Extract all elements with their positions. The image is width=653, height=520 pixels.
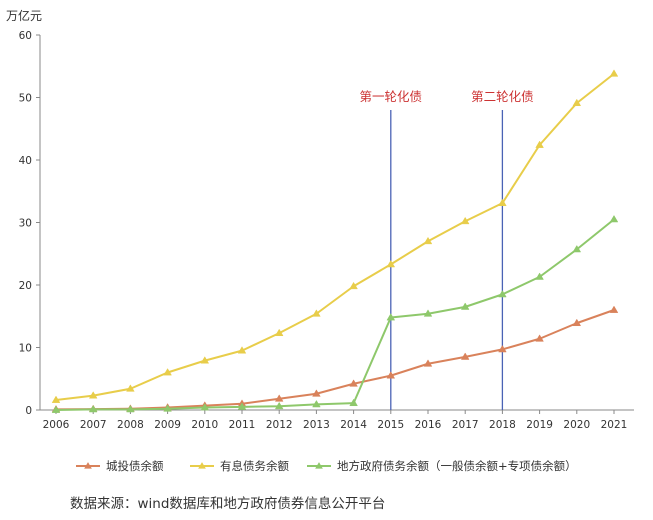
y-tick-label: 60 bbox=[19, 30, 32, 42]
x-tick-label: 2021 bbox=[601, 419, 628, 431]
data-point bbox=[609, 305, 619, 313]
data-point bbox=[349, 398, 358, 407]
data-point bbox=[423, 236, 433, 245]
legend-swatch-marker bbox=[198, 462, 206, 469]
data-point bbox=[349, 379, 358, 387]
legend-swatch-marker bbox=[315, 462, 323, 469]
x-tick-label: 2010 bbox=[191, 419, 218, 431]
y-tick-label: 30 bbox=[19, 218, 32, 230]
data-point bbox=[88, 391, 98, 399]
data-point bbox=[51, 405, 61, 413]
annotation-label: 第一轮化债 bbox=[360, 89, 423, 104]
x-tick-label: 2018 bbox=[489, 419, 516, 431]
data-point bbox=[386, 313, 396, 321]
data-point bbox=[237, 346, 247, 354]
x-tick-label: 2007 bbox=[80, 419, 107, 431]
source-note: 数据来源：wind数据库和地方政府债券信息公开平台 bbox=[70, 496, 386, 512]
axes: 万亿元 0 10 20 30 40 50 60 2006 2007 2008 2009 2010 2011… bbox=[6, 8, 634, 431]
y-tick-label: 50 bbox=[19, 93, 32, 105]
y-tick-label: 0 bbox=[25, 405, 32, 417]
y-tick-label: 10 bbox=[19, 343, 32, 355]
data-point bbox=[498, 344, 507, 353]
data-point bbox=[126, 404, 135, 413]
data-point bbox=[535, 140, 544, 148]
data-point bbox=[312, 389, 321, 397]
data-point bbox=[88, 404, 98, 413]
data-point bbox=[200, 356, 210, 364]
data-point bbox=[312, 399, 321, 408]
y-tick-label: 20 bbox=[19, 280, 32, 292]
data-point bbox=[572, 244, 582, 253]
data-point bbox=[498, 289, 507, 298]
series-line-2 bbox=[55, 72, 615, 401]
data-point bbox=[51, 395, 61, 403]
annotations: 第一轮化债 第二轮化债 bbox=[360, 89, 534, 410]
data-point bbox=[386, 371, 396, 379]
data-point bbox=[274, 394, 284, 402]
legend-label: 城投债余额 bbox=[106, 459, 164, 473]
data-point bbox=[609, 214, 619, 223]
x-tick-label: 2014 bbox=[340, 419, 367, 431]
data-point bbox=[274, 328, 284, 337]
series-lines bbox=[51, 69, 619, 413]
data-point bbox=[423, 359, 433, 367]
data-point bbox=[274, 401, 284, 410]
x-tick-label: 2008 bbox=[117, 419, 144, 431]
data-point bbox=[460, 216, 470, 225]
x-tick-label: 2019 bbox=[526, 419, 553, 431]
x-tick-label: 2020 bbox=[563, 419, 590, 431]
data-point bbox=[535, 334, 544, 342]
x-tick-label: 2017 bbox=[452, 419, 479, 431]
legend: 城投债余额 有息债务余额 地方政府债务余额（一般债余额+专项债余额） bbox=[76, 459, 577, 473]
data-point bbox=[572, 98, 582, 107]
data-point bbox=[535, 272, 544, 280]
x-tick-label: 2012 bbox=[266, 419, 293, 431]
data-point bbox=[163, 404, 172, 412]
x-tick-label: 2016 bbox=[415, 419, 442, 431]
x-tick-label: 2011 bbox=[229, 419, 256, 431]
series-line-3 bbox=[55, 218, 615, 411]
data-point bbox=[349, 281, 358, 290]
data-point bbox=[460, 352, 470, 360]
y-tick-label: 40 bbox=[19, 155, 32, 167]
data-point bbox=[163, 368, 172, 376]
data-point bbox=[423, 309, 433, 317]
y-axis-unit-label: 万亿元 bbox=[6, 8, 42, 23]
x-tick-label: 2015 bbox=[377, 419, 404, 431]
data-point bbox=[498, 198, 507, 207]
x-tick-label: 2009 bbox=[154, 419, 181, 431]
legend-label: 有息债务余额 bbox=[220, 459, 289, 473]
legend-swatch-marker bbox=[84, 462, 92, 469]
series-line-1 bbox=[55, 309, 615, 411]
annotation-label: 第二轮化债 bbox=[471, 89, 534, 104]
data-point bbox=[460, 302, 470, 310]
x-tick-label: 2006 bbox=[43, 419, 70, 431]
data-point bbox=[572, 318, 582, 327]
data-point bbox=[609, 69, 619, 77]
data-point bbox=[237, 402, 247, 410]
data-point bbox=[312, 309, 321, 317]
legend-label: 地方政府债务余额（一般债余额+专项债余额） bbox=[337, 459, 577, 473]
data-point bbox=[386, 259, 396, 268]
data-point bbox=[200, 403, 210, 411]
x-tick-label: 2013 bbox=[303, 419, 330, 431]
data-point bbox=[126, 384, 135, 392]
